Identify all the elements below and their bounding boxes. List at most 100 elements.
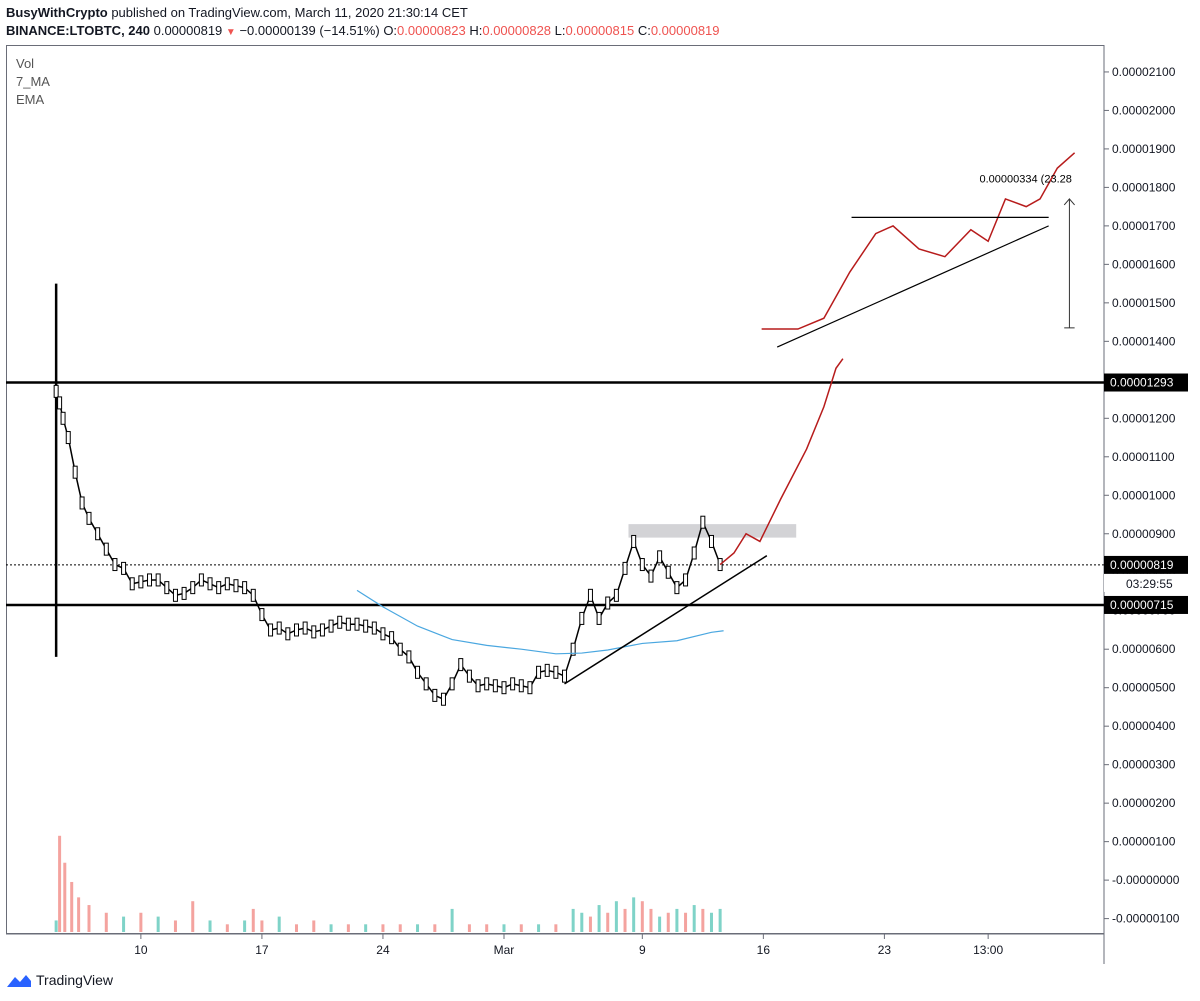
footer-brand[interactable]: TradingView xyxy=(36,972,114,988)
volume-bar xyxy=(346,924,350,932)
price-candle xyxy=(570,642,576,656)
x-tick-label: Mar xyxy=(494,943,515,957)
y-tick-label: 0.00001400 xyxy=(1112,334,1176,348)
price-candle xyxy=(518,679,524,693)
volume-bar xyxy=(70,881,74,932)
legend-vol[interactable]: Vol xyxy=(16,56,35,71)
volume-bar xyxy=(63,862,67,932)
price-candle xyxy=(354,617,360,631)
volume-bar xyxy=(58,835,62,932)
current-price-tag-bg xyxy=(1104,555,1188,574)
price-candle xyxy=(380,627,386,641)
price-candle xyxy=(492,679,498,693)
volume-bar xyxy=(191,901,195,932)
y-tick-label: 0.00001000 xyxy=(1112,488,1176,502)
price-candle xyxy=(484,677,490,691)
volume-bar xyxy=(554,924,558,932)
measure-arrowhead-icon xyxy=(1063,198,1075,206)
countdown-bg xyxy=(1104,573,1188,592)
price-candle xyxy=(53,384,59,398)
volume-bar xyxy=(606,912,610,932)
volume-bar xyxy=(537,924,541,932)
footer: TradingView xyxy=(6,972,113,988)
y-tick-label: 0.00001900 xyxy=(1112,142,1176,156)
price-candle xyxy=(536,665,542,679)
volume-bar xyxy=(208,920,212,932)
x-tick-label: 13:00 xyxy=(973,943,1003,957)
volume-bar xyxy=(225,924,229,932)
y-tick-label: 0.00001500 xyxy=(1112,296,1176,310)
volume-bar xyxy=(329,924,333,932)
price-candle xyxy=(458,658,464,672)
y-tick-label: 0.00000100 xyxy=(1112,835,1176,849)
price-candle xyxy=(605,596,611,610)
volume-bar xyxy=(173,920,177,932)
volume-bar xyxy=(156,916,160,932)
price-candle xyxy=(65,431,71,445)
price-candle xyxy=(683,573,689,587)
y-tick-label: 0.00002000 xyxy=(1112,103,1176,117)
price-candle xyxy=(648,569,654,583)
volume-bar xyxy=(433,924,437,932)
volume-bar xyxy=(139,912,143,932)
price-candle xyxy=(596,611,602,625)
price-candle xyxy=(328,619,334,633)
price-candle xyxy=(57,396,63,410)
price-candle xyxy=(112,558,118,572)
y-tick-label: 0.00000200 xyxy=(1112,796,1176,810)
volume-bar xyxy=(450,908,454,932)
price-candle xyxy=(319,623,325,637)
price-candle xyxy=(207,577,213,591)
price-candle xyxy=(311,625,317,639)
volume-bar xyxy=(364,924,368,932)
volume-bar xyxy=(294,924,298,932)
price-candle xyxy=(79,496,85,510)
price-candle xyxy=(631,534,637,548)
y-tick-label: 0.00001700 xyxy=(1112,219,1176,233)
price-candle xyxy=(708,534,714,548)
volume-bar xyxy=(243,920,247,932)
price-candle xyxy=(345,617,351,631)
x-tick-label: 10 xyxy=(134,943,148,957)
price-candle xyxy=(172,588,178,602)
volume-bar xyxy=(684,912,688,932)
price-candle xyxy=(95,527,101,541)
support-price-tag: 0.00000715 xyxy=(1110,598,1174,612)
volume-bar xyxy=(277,916,281,932)
price-candle xyxy=(302,621,308,635)
price-candle xyxy=(674,581,680,595)
y-tick-label: 0.00002100 xyxy=(1112,65,1176,79)
price-candle xyxy=(259,608,265,622)
open-label: O: xyxy=(383,23,398,38)
price-candle xyxy=(164,581,170,595)
legend-ma[interactable]: 7_MA xyxy=(16,74,50,89)
price-candle xyxy=(449,677,455,691)
price-candle xyxy=(432,688,438,702)
y-tick-label: 0.00000400 xyxy=(1112,719,1176,733)
price-candle xyxy=(250,588,256,602)
countdown-label: 03:29:55 xyxy=(1126,577,1173,591)
resistance-price-tag-bg xyxy=(1104,373,1188,392)
y-tick-label: -0.00000100 xyxy=(1112,912,1180,926)
volume-bar xyxy=(398,924,402,932)
x-tick-label: 16 xyxy=(757,943,771,957)
volume-bar xyxy=(614,901,618,932)
price-candle xyxy=(553,665,559,679)
last-price: 0.00000819 xyxy=(153,23,223,38)
price-candle xyxy=(397,642,403,656)
low-value: 0.00000815 xyxy=(565,23,635,38)
volume-bar xyxy=(502,924,506,932)
price-candle xyxy=(233,579,239,593)
author-name[interactable]: BusyWithCrypto xyxy=(6,5,108,20)
volume-bar xyxy=(260,920,264,932)
volume-bar xyxy=(692,905,696,932)
y-tick-label: 0.00000300 xyxy=(1112,758,1176,772)
price-candle xyxy=(129,577,135,591)
volume-bar xyxy=(467,924,471,932)
price-candle xyxy=(415,665,421,679)
price-candle xyxy=(466,669,472,683)
volume-bar xyxy=(718,908,722,932)
volume-bar xyxy=(709,912,713,932)
legend-ema[interactable]: EMA xyxy=(16,92,45,107)
